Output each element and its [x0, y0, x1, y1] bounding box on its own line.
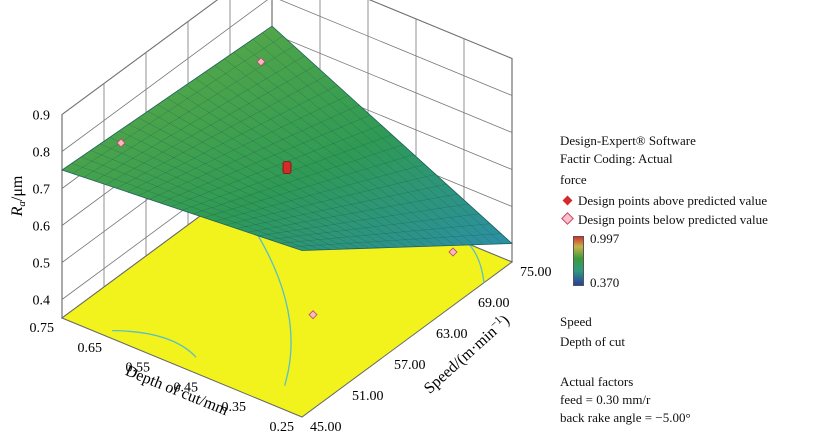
surface-mesh-line: [262, 32, 503, 244]
pink-diamond-icon: [561, 212, 574, 225]
surface-mesh-line: [243, 45, 484, 245]
x-tick-label: 0.65: [78, 341, 103, 356]
z-tick-label: 0.6: [33, 220, 51, 235]
y-tick-label: 75.00: [520, 265, 552, 280]
y-tick-label: 51.00: [352, 389, 384, 404]
surface-mesh-line: [203, 154, 414, 218]
surface-mesh-line: [224, 58, 465, 246]
contour-line: [112, 330, 197, 358]
software-title: Design-Expert® Software: [560, 133, 696, 148]
x2-factor-label: Depth of cut: [560, 334, 625, 349]
design-point-below: [256, 57, 266, 67]
x-tick-label: 0.35: [222, 400, 247, 415]
grid-line: [271, 33, 513, 133]
surface-mesh-line: [258, 203, 469, 237]
axis-ticks: 0.9 0.8 0.7 0.6 0.5 0.4 0.75 0.65 0.55 0.45 0.35 0.…: [30, 109, 552, 436]
design-point-below: [448, 247, 458, 257]
color-scale-bar: [573, 236, 584, 286]
surface-mesh-line: [247, 193, 458, 233]
design-point-below: [116, 138, 126, 148]
surface-mesh-line: [269, 213, 480, 240]
y-tick-label: 45.00: [310, 420, 342, 435]
response-surface: [61, 25, 514, 251]
surface-mesh-line: [192, 144, 403, 215]
contour-line: [468, 243, 485, 283]
surface-mesh-line: [205, 71, 446, 246]
surface-mesh-line: [214, 65, 455, 246]
surface-mesh-line: [225, 174, 436, 226]
x-tick-label: 0.55: [126, 361, 151, 376]
y-tick-label: 63.00: [436, 327, 468, 342]
surface-mesh-line: [195, 78, 436, 247]
actual-factors-title: Actual factors: [560, 374, 634, 389]
grid-line: [61, 0, 268, 152]
surface-patch: [61, 25, 514, 251]
y-tick-label: 57.00: [394, 358, 426, 373]
surface-mesh-line: [280, 223, 491, 244]
x-tick-label: 0.45: [174, 380, 199, 395]
response-label: force: [560, 172, 587, 187]
x-tick-label: 0.75: [30, 321, 55, 336]
legend-panel: Design-Expert® Software Factir Coding: A…: [560, 0, 837, 443]
surface-mesh-line: [252, 39, 494, 245]
y-axis-label: Speed/(m·min−1): [420, 311, 513, 398]
surface-mesh-line: [233, 52, 474, 245]
grid-line: [61, 0, 218, 115]
y-tick-label: 69.00: [478, 296, 510, 311]
z-tick-label: 0.5: [33, 257, 51, 272]
red-diamond-icon: [562, 195, 573, 206]
z-axis-label: Ra/μm: [9, 175, 28, 217]
z-tick-label: 0.9: [33, 109, 51, 124]
grid-line: [369, 0, 513, 59]
z-tick-label: 0.7: [33, 183, 51, 198]
z-tick-label: 0.4: [33, 294, 51, 309]
design-points: [116, 57, 458, 320]
legend-item-above: Design points above predicted value: [560, 193, 767, 209]
color-max-value: 0.997: [590, 231, 620, 246]
surface-mesh-line: [185, 84, 427, 247]
grid-line: [279, 0, 513, 96]
surface-mesh-line: [214, 164, 425, 222]
design-point-below: [308, 310, 318, 320]
surface-plot: 0.9 0.8 0.7 0.6 0.5 0.4 0.75 0.65 0.55 0.45 0.35 0.…: [9, 0, 552, 436]
color-min-value: 0.370: [590, 275, 620, 290]
z-tick-label: 0.8: [33, 146, 51, 161]
surface-mesh-line: [291, 233, 502, 248]
x1-factor-label: Speed: [560, 314, 592, 329]
surface-mesh-line: [176, 91, 417, 247]
legend-item-below: Design points below predicted value: [560, 212, 768, 228]
coding-label: Factir Coding: Actual: [560, 151, 673, 166]
factor-feed: feed = 0.30 mm/r: [560, 392, 651, 407]
x-tick-label: 0.25: [270, 420, 295, 435]
design-point-above: [282, 161, 292, 175]
surface-mesh-line: [236, 184, 447, 229]
factor-rake-angle: back rake angle = −5.00°: [560, 410, 691, 425]
